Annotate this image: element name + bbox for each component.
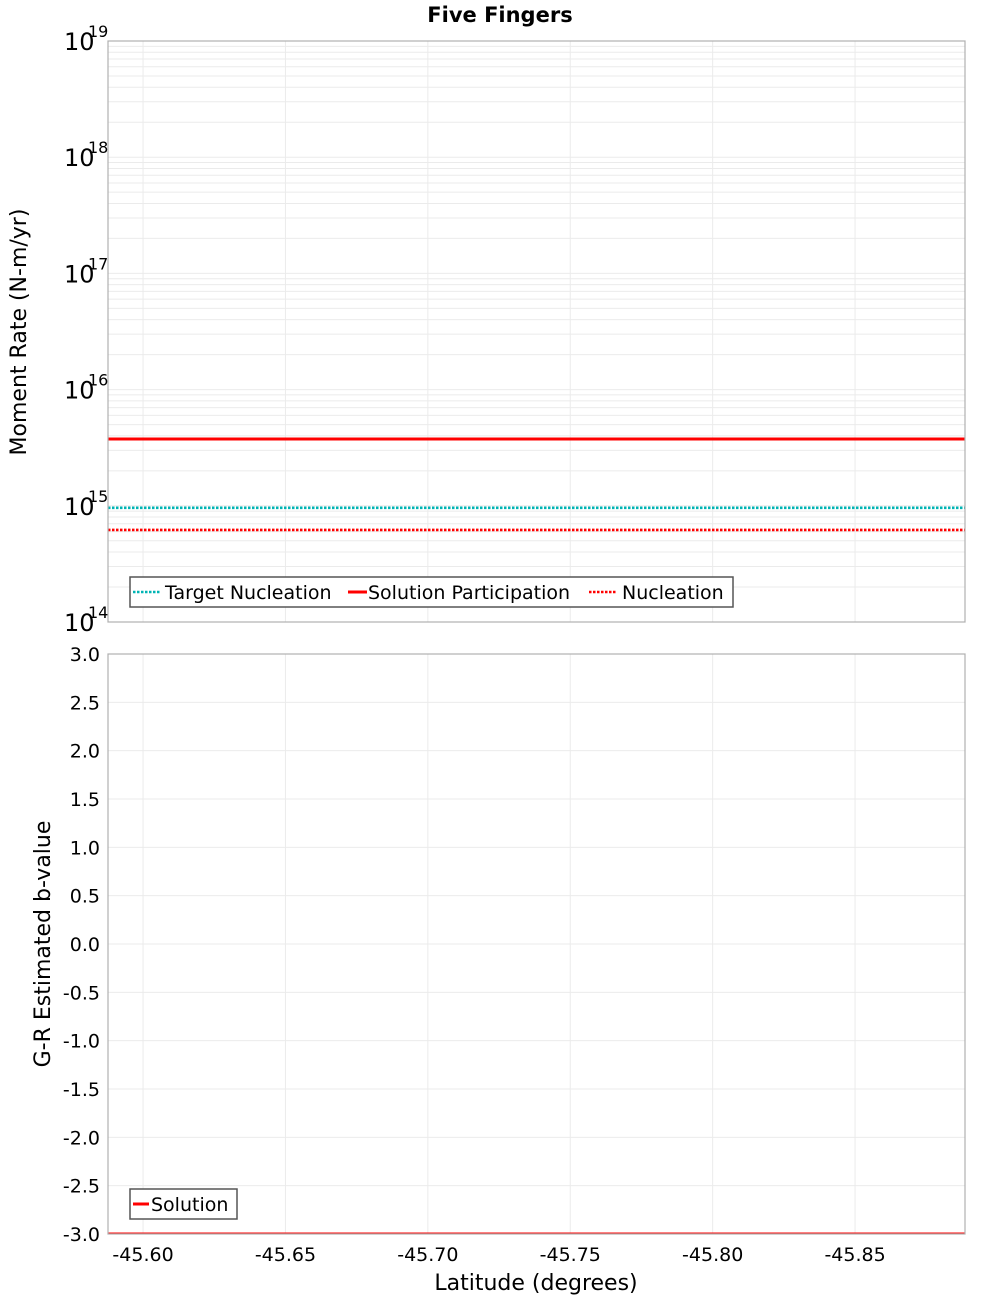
top-legend: Target Nucleation Solution Participation N… bbox=[129, 576, 734, 608]
y-tick-label: 2.0 bbox=[70, 741, 100, 763]
top-gridlines bbox=[108, 41, 965, 623]
x-tick-label: -45.70 bbox=[397, 1244, 458, 1266]
y-tick-label: 1.5 bbox=[70, 789, 100, 811]
chart-title: Five Fingers bbox=[427, 3, 572, 27]
svg-text:10: 10 bbox=[64, 144, 95, 172]
y-tick-label: 2.5 bbox=[70, 692, 100, 714]
legend-box bbox=[129, 576, 734, 608]
x-tick-label: -45.85 bbox=[824, 1244, 885, 1266]
y-tick-label: -1.5 bbox=[63, 1079, 100, 1101]
top-plot-area bbox=[108, 41, 965, 622]
y-tick-label: -1.0 bbox=[63, 1031, 100, 1053]
y-tick-label: -0.5 bbox=[63, 982, 100, 1004]
y-tick-label: 0.5 bbox=[70, 886, 100, 908]
legend-label: Solution Participation bbox=[368, 582, 570, 604]
bottom-plot: 3.0 2.5 2.0 1.5 1.0 0.5 0.0 -0.5 -1.0 -1.5 -2.0 -2.… bbox=[31, 644, 966, 1296]
svg-text:19: 19 bbox=[88, 22, 108, 41]
svg-text:10: 10 bbox=[64, 493, 95, 521]
svg-text:18: 18 bbox=[88, 138, 108, 157]
svg-text:14: 14 bbox=[88, 603, 108, 622]
top-series-lines bbox=[108, 437, 965, 532]
y-tick-label: -3.0 bbox=[63, 1224, 100, 1246]
x-axis-label: Latitude (degrees) bbox=[434, 1271, 637, 1296]
legend-label: Solution bbox=[151, 1194, 228, 1216]
svg-text:10: 10 bbox=[64, 377, 95, 405]
x-tick-label: -45.75 bbox=[540, 1244, 601, 1266]
y-tick-label: 0.0 bbox=[70, 934, 100, 956]
bottom-plot-frame bbox=[107, 653, 966, 1235]
bottom-y-tick-labels: 3.0 2.5 2.0 1.5 1.0 0.5 0.0 -0.5 -1.0 -1.5 -2.0 -2.… bbox=[63, 644, 100, 1246]
y-tick-label: -2.5 bbox=[63, 1176, 100, 1198]
bottom-y-axis-label: G-R Estimated b-value bbox=[31, 821, 56, 1068]
x-tick-label: -45.65 bbox=[255, 1244, 316, 1266]
svg-text:16: 16 bbox=[88, 371, 108, 390]
y-tick-label: 1.0 bbox=[70, 837, 100, 859]
y-tick-label: 3.0 bbox=[70, 644, 100, 666]
bottom-legend: Solution bbox=[129, 1188, 238, 1220]
svg-text:15: 15 bbox=[88, 487, 108, 506]
x-tick-label: -45.80 bbox=[682, 1244, 743, 1266]
svg-text:10: 10 bbox=[64, 260, 95, 288]
legend-label: Nucleation bbox=[622, 582, 724, 604]
top-plot-frame bbox=[107, 40, 966, 623]
svg-text:17: 17 bbox=[88, 254, 108, 273]
legend-label: Target Nucleation bbox=[164, 582, 332, 604]
svg-text:10: 10 bbox=[64, 609, 95, 637]
top-y-axis-label: Moment Rate (N-m/yr) bbox=[7, 209, 32, 456]
x-tick-label: -45.60 bbox=[112, 1244, 173, 1266]
svg-text:10: 10 bbox=[64, 28, 95, 56]
y-tick-label: -2.0 bbox=[63, 1127, 100, 1149]
x-tick-labels: -45.60 -45.65 -45.70 -45.75 -45.80 -45.85 bbox=[112, 1244, 885, 1266]
